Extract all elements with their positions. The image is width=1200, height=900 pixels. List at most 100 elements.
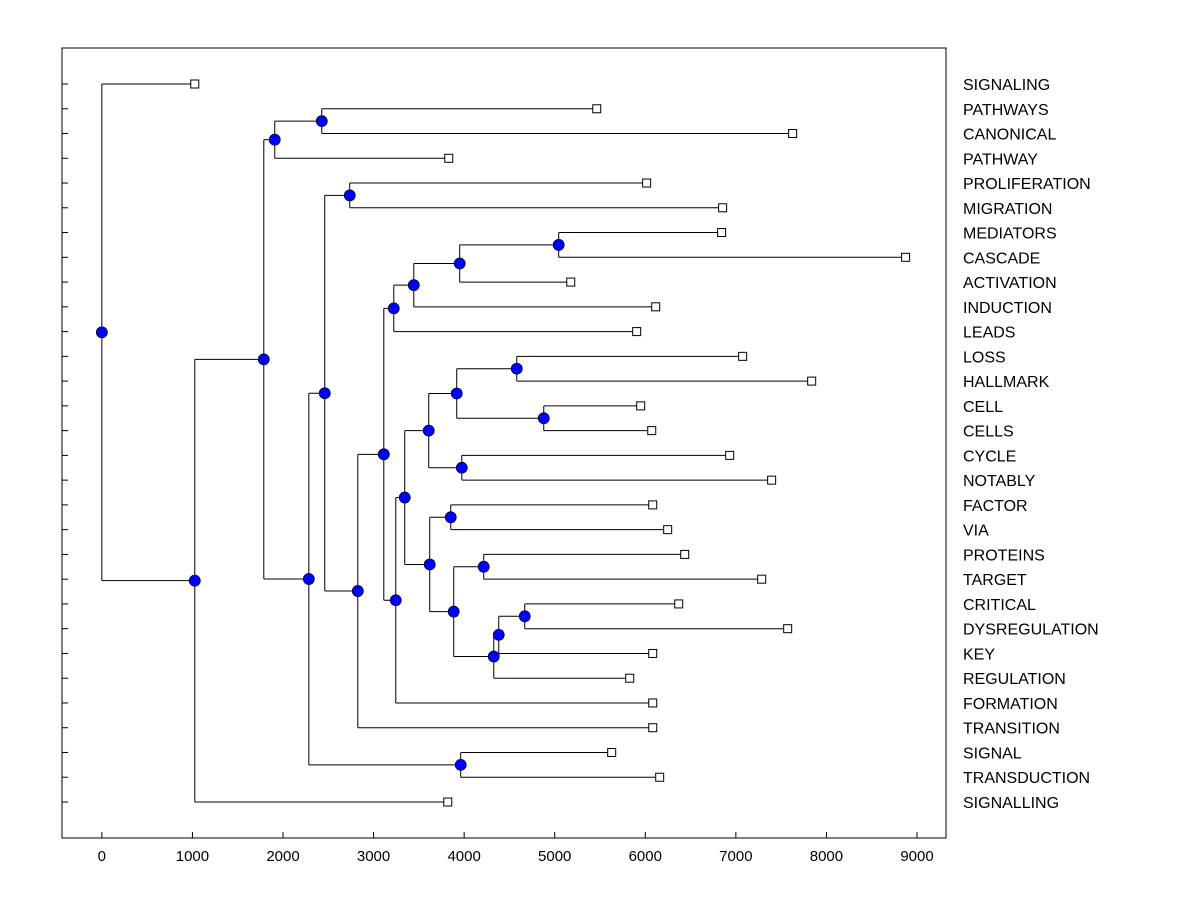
- x-tick-label: 9000: [900, 848, 933, 865]
- leaf-label: TRANSITION: [963, 721, 1060, 738]
- merge-node: [487, 650, 500, 663]
- leaf-marker-signaling: [190, 79, 200, 89]
- leaf-label: CELLS: [963, 424, 1014, 441]
- leaf-label: PROTEINS: [963, 547, 1045, 564]
- merge-node: [552, 239, 565, 251]
- leaf-marker-critical: [674, 599, 684, 609]
- leaf-label: TARGET: [963, 572, 1027, 589]
- leaf-marker-canonical: [788, 129, 798, 139]
- merge-node: [450, 387, 463, 400]
- merge-node: [537, 412, 550, 425]
- x-tick-label: 7000: [719, 848, 752, 865]
- leaf-marker-factor: [648, 500, 658, 510]
- x-tick-label: 0: [98, 848, 106, 865]
- x-tick-label: 5000: [538, 848, 571, 865]
- merge-node: [387, 302, 400, 315]
- leaf-marker-via: [663, 525, 673, 535]
- leaf-label: HALLMARK: [963, 374, 1050, 391]
- leaf-label: NOTABLY: [963, 473, 1036, 490]
- leaf-marker-transduction: [655, 772, 665, 782]
- merge-node: [423, 558, 436, 571]
- leaf-marker-key: [648, 648, 658, 658]
- x-tick-label: 4000: [447, 848, 480, 865]
- leaf-label: DYSREGULATION: [963, 622, 1099, 639]
- leaf-marker-target: [757, 574, 767, 584]
- merge-node: [510, 362, 523, 375]
- x-tick-label: 6000: [629, 848, 662, 865]
- merge-node: [318, 387, 331, 400]
- leaf-label: FACTOR: [963, 498, 1028, 515]
- merge-node: [343, 189, 356, 202]
- leaf-label: PROLIFERATION: [963, 176, 1091, 193]
- merge-node: [188, 574, 201, 587]
- merge-node: [453, 257, 466, 270]
- leaf-label: CASCADE: [963, 250, 1040, 267]
- merge-node: [407, 279, 420, 292]
- leaf-label: PATHWAY: [963, 151, 1038, 168]
- x-tick-label: 3000: [357, 848, 390, 865]
- leaf-marker-cycle: [725, 450, 735, 460]
- x-tick-label: 1000: [176, 848, 209, 865]
- merge-node: [268, 133, 281, 146]
- merge-node: [492, 628, 505, 641]
- leaf-marker-dysregulation: [783, 624, 793, 634]
- leaf-label: LEADS: [963, 325, 1015, 342]
- merge-node: [454, 758, 467, 771]
- leaf-marker-formation: [648, 698, 658, 708]
- leaf-marker-migration: [718, 203, 728, 213]
- leaf-marker-notably: [767, 475, 777, 485]
- leaf-marker-mediators: [717, 228, 727, 238]
- x-tick-label: 8000: [810, 848, 843, 865]
- merge-node: [422, 424, 435, 437]
- leaf-label: INDUCTION: [963, 300, 1052, 317]
- leaf-label: CELL: [963, 399, 1003, 416]
- leaf-label: SIGNALING: [963, 77, 1050, 94]
- merge-node: [477, 560, 490, 573]
- plot-area: [61, 47, 947, 839]
- leaf-label: LOSS: [963, 349, 1006, 366]
- leaf-marker-hallmark: [807, 376, 817, 386]
- merge-node: [95, 326, 108, 339]
- leaf-marker-regulation: [625, 673, 635, 683]
- leaf-marker-induction: [651, 302, 661, 312]
- dendrogram-marks: [95, 79, 911, 807]
- leaf-marker-leads: [632, 327, 642, 337]
- leaf-marker-loss: [738, 351, 748, 361]
- merge-node: [444, 511, 457, 524]
- leaf-marker-activation: [566, 277, 576, 287]
- leaf-marker-pathways: [592, 104, 602, 114]
- merge-node: [389, 594, 402, 607]
- merge-node: [351, 585, 364, 597]
- leaf-label: MIGRATION: [963, 201, 1052, 218]
- leaf-label: SIGNAL: [963, 745, 1022, 762]
- merge-node: [447, 605, 460, 618]
- leaf-labels: SIGNALING PATHWAYS CANONICAL PATHWAY PROLIFE…: [963, 77, 1099, 812]
- x-axis-ticks: 0 1000 2000 3000 4000 5000 6000 7000 8000 9000: [98, 832, 934, 865]
- merge-node: [302, 573, 315, 585]
- leaf-label: TRANSDUCTION: [963, 770, 1090, 787]
- leaf-label: REGULATION: [963, 671, 1066, 688]
- merge-node: [455, 461, 468, 474]
- y-axis-ticks: [62, 83, 68, 803]
- leaf-marker-signal: [607, 747, 617, 757]
- leaf-label: VIA: [963, 523, 989, 540]
- leaf-label: FORMATION: [963, 696, 1058, 713]
- leaf-label: CRITICAL: [963, 597, 1036, 614]
- leaf-marker-cells: [647, 426, 657, 436]
- leaf-label: ACTIVATION: [963, 275, 1057, 292]
- merge-node: [518, 610, 531, 623]
- leaf-marker-pathway: [444, 153, 454, 163]
- leaf-label: KEY: [963, 646, 995, 663]
- merge-node: [257, 353, 270, 366]
- leaf-label: SIGNALLING: [963, 795, 1059, 812]
- leaf-marker-transition: [648, 723, 658, 733]
- leaf-label: CYCLE: [963, 448, 1016, 465]
- leaf-marker-proteins: [680, 549, 690, 559]
- leaf-label: CANONICAL: [963, 127, 1056, 144]
- leaf-marker-cell: [636, 401, 646, 411]
- x-tick-label: 2000: [266, 848, 299, 865]
- leaf-marker-cascade: [901, 252, 911, 262]
- leaf-marker-proliferation: [642, 178, 652, 188]
- merge-node: [398, 491, 411, 504]
